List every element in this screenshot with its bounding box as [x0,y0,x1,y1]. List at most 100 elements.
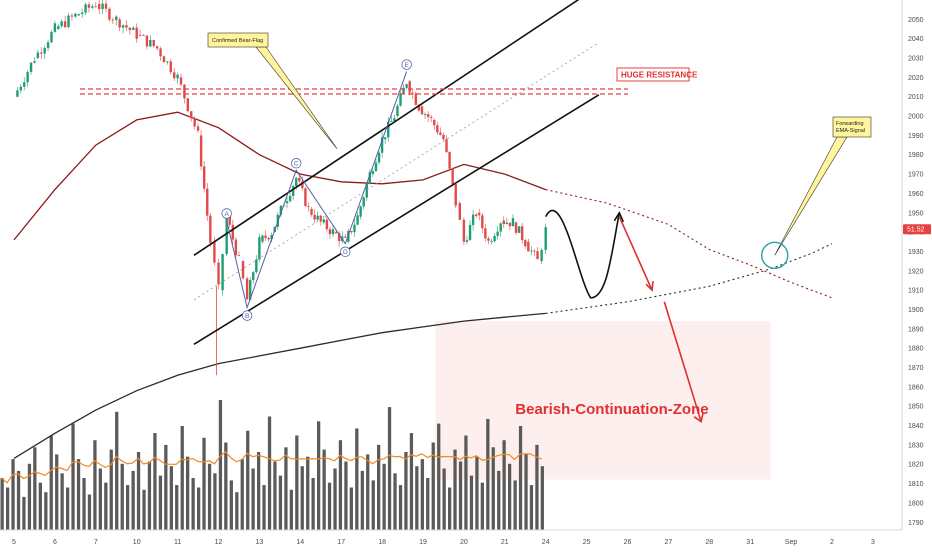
candle-body [429,117,433,118]
candle-body [176,74,179,79]
volume-bar [38,482,42,530]
volume-bar [404,452,408,530]
candle-body [125,25,128,28]
candle-body [520,226,524,241]
candle-body [91,6,94,8]
volume-bar [360,470,364,530]
volume-bar [16,470,21,530]
volume-bar [164,444,168,530]
price-tick-label: 1840 [908,423,924,430]
volume-bar [180,426,184,530]
bearish-arrow-segment-2 [663,301,702,422]
candle-body [371,171,375,175]
candle-body [94,6,97,8]
volume-bar [366,454,370,530]
candle-body [26,71,29,83]
volume-bar [491,447,495,530]
resistance-label: HUGE RESISTANCE [621,70,698,79]
candle-body [511,218,515,227]
candle-body [508,222,512,227]
candle-body [496,231,499,236]
wave-point-label: E [404,62,409,69]
candle-body [414,93,418,105]
volume-average-line [1,450,543,484]
candle-body [368,172,372,184]
candle-body [149,40,152,47]
volume-bar [426,478,430,530]
volume-bar [398,485,403,530]
volume-bar [33,447,37,530]
price-tick-label: 1930 [908,249,924,256]
candle-body [334,232,338,234]
candle-body [402,87,405,94]
time-axis[interactable]: 5 6 7 10 11 12 13 14 17 18 19 20 21 24 25 26 27 28 31 Sep 2 3 [12,539,875,546]
candle-body [50,31,53,43]
volume-bar [186,456,190,530]
price-tick-label: 1990 [908,133,924,140]
price-tick-label: 1970 [908,172,924,179]
bearish-arrowhead-1 [645,281,654,292]
candle-body [36,52,40,59]
price-tick-label: 1950 [908,210,924,217]
volume-bar [349,487,353,530]
wave-point-marker [401,59,412,70]
volume-bar [382,463,386,530]
date-tick-label: 2 [830,539,834,546]
candle-body [267,237,270,240]
candle-body [530,250,533,252]
wave-point-label: C [294,161,299,168]
bearish-arrowhead-2 [693,412,704,424]
candle-body [405,84,408,88]
volume-bar [6,487,10,530]
volume-bar [409,433,414,530]
candle-body [159,48,162,57]
volume-bar [267,416,272,530]
candle-body [162,56,166,63]
candle-body [74,13,77,17]
candle-body [43,47,46,54]
candle-body [307,205,310,207]
candle-body [264,235,267,238]
volume-bar [109,449,113,530]
volume-bar [317,421,321,530]
price-axis[interactable]: 2050 2040 2030 2020 2010 2000 1990 1980 1970 1960… [908,17,924,527]
candle-body [231,224,235,240]
candle-body [362,197,365,207]
price-tick-label: 2020 [908,75,924,82]
candle-body [484,228,487,239]
price-tick-label: 1920 [908,268,924,275]
price-tick-label: 1960 [908,191,924,198]
price-tick-label: 2000 [908,114,924,121]
candle-body [19,86,23,91]
candle-body [527,241,530,252]
wave-point-marker [291,158,302,169]
volume-bar [218,400,223,530]
volume-bar [333,468,337,530]
price-tick-label: 1870 [908,365,924,372]
volume-bar [240,459,244,530]
channel-upper-line [193,0,580,256]
candle-body [399,93,402,106]
candle-body [70,15,74,17]
date-tick-label: 10 [133,539,141,546]
candle-body [108,8,111,20]
candle-body [245,278,249,300]
volume-bar [338,440,343,530]
candle-body [471,214,475,225]
candle-body [67,15,70,28]
volume-bar [153,433,157,530]
volume-bar [115,411,119,530]
candle-body [118,19,121,28]
date-tick-label: 31 [746,539,754,546]
candle-body [499,223,502,232]
candle-body [285,201,289,204]
volume-bar [540,466,544,530]
volume-bar [524,454,528,530]
candle-body [23,82,26,87]
candle-body [190,111,193,119]
volume-bar [191,478,195,530]
candle-body [359,206,362,217]
date-tick-label: 28 [705,539,713,546]
